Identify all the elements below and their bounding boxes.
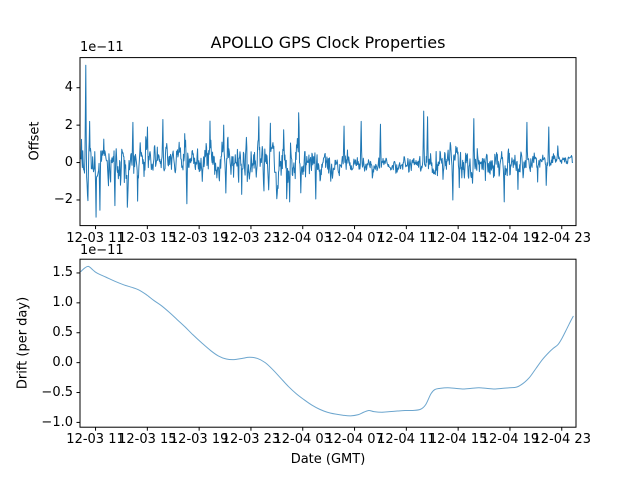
offset-axes-frame <box>79 57 577 227</box>
y-tick-label: 0 <box>64 155 73 171</box>
x-tick-label: 12-04 03 <box>273 432 332 448</box>
x-tick-label: 12-03 15 <box>118 230 177 246</box>
x-tick-label: 12-04 07 <box>325 230 384 246</box>
x-tick-label: 12-04 19 <box>480 432 540 448</box>
drift-ylabel: Drift (per day) <box>15 296 31 390</box>
y-tick-label: 0.0 <box>52 355 73 371</box>
y-tick-label: −0.5 <box>41 385 73 401</box>
date-xlabel: Date (GMT) <box>290 452 366 467</box>
x-tick-label: 12-04 03 <box>273 230 332 246</box>
chart-title: APOLLO GPS Clock Properties <box>210 33 446 52</box>
y-tick-label: 1.0 <box>52 295 73 311</box>
drift-series-line <box>80 265 574 417</box>
x-tick-label: 12-04 23 <box>532 230 591 246</box>
drift-axes-frame <box>79 258 577 428</box>
x-tick-label: 12-04 11 <box>377 432 436 448</box>
x-tick-label: 12-04 07 <box>325 432 384 448</box>
drift-axis-scale-label: 1e−11 <box>80 243 124 258</box>
x-tick-label: 12-03 15 <box>118 432 177 448</box>
y-tick-label: 4 <box>64 80 73 96</box>
x-tick-label: 12-03 11 <box>66 230 125 246</box>
y-tick-label: −1.0 <box>41 414 73 430</box>
x-tick-label: 12-04 11 <box>377 230 436 246</box>
x-tick-label: 12-03 11 <box>66 432 125 448</box>
x-tick-label: 12-03 19 <box>169 432 229 448</box>
x-tick-label: 12-04 15 <box>428 432 488 448</box>
y-tick-label: 0.5 <box>52 325 73 341</box>
y-tick-label: 2 <box>64 117 73 133</box>
y-tick-label: 1.5 <box>52 265 73 281</box>
x-tick-label: 12-04 23 <box>532 432 591 448</box>
x-tick-label: 12-03 23 <box>221 432 281 448</box>
x-tick-label: 12-04 15 <box>428 230 488 246</box>
y-tick-label: −2 <box>53 192 73 208</box>
offset-series-line <box>80 64 574 218</box>
x-tick-label: 12-04 19 <box>480 230 540 246</box>
offset-axis-scale-label: 1e−11 <box>80 40 124 55</box>
x-tick-label: 12-03 19 <box>169 230 229 246</box>
x-tick-label: 12-03 23 <box>221 230 281 246</box>
